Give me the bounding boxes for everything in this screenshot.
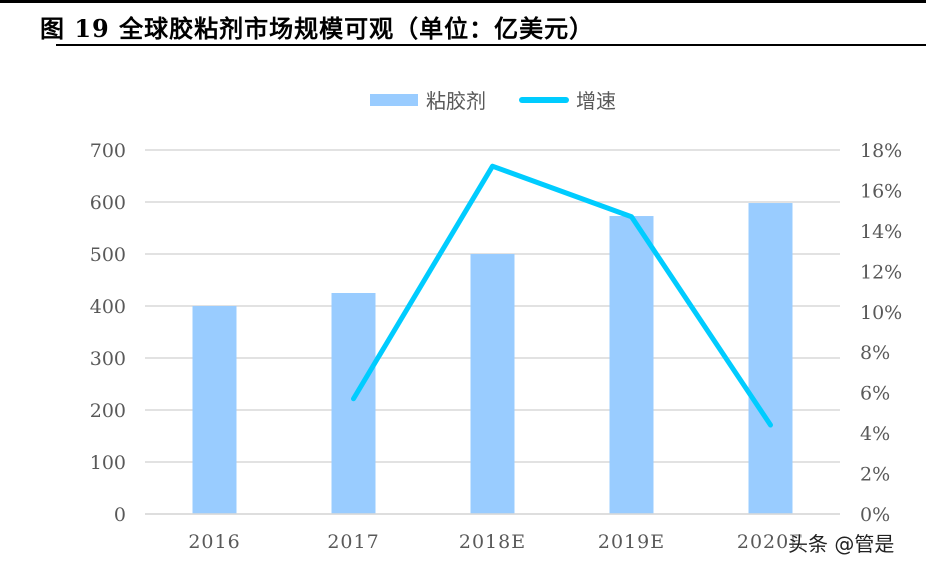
y-left-tick-label: 100 <box>90 452 126 474</box>
y-left-tick-label: 400 <box>90 296 126 318</box>
title-underline <box>56 44 926 46</box>
y-left-tick-label: 500 <box>90 244 126 266</box>
x-tick-label: 2017 <box>327 531 379 553</box>
bar <box>192 306 237 514</box>
legend-label-bar: 粘胶剂 <box>426 89 486 113</box>
growth-line <box>351 163 773 428</box>
bar <box>748 203 793 515</box>
y-right-tick-label: 14% <box>860 221 902 243</box>
y-right-tick-label: 0% <box>860 504 890 526</box>
top-rule <box>0 0 926 3</box>
y-right-tick-label: 2% <box>860 464 890 486</box>
y-right-tick-label: 10% <box>860 302 902 324</box>
watermark: 头条 @管是 <box>788 532 895 556</box>
x-tick-label: 2016 <box>188 531 240 553</box>
legend-label-line: 增速 <box>576 89 616 113</box>
y-right-tick-label: 12% <box>860 261 902 283</box>
y-right-tick-label: 16% <box>860 180 902 202</box>
y-left-tick-label: 700 <box>90 140 126 162</box>
bar <box>470 254 515 514</box>
y-left-tick-label: 300 <box>90 348 126 370</box>
bar <box>609 216 654 515</box>
y-right-tick-label: 4% <box>860 423 890 445</box>
y-right-tick-label: 8% <box>860 342 890 364</box>
y-right-tick-label: 6% <box>860 383 890 405</box>
y-left-tick-label: 0 <box>114 504 126 526</box>
y-right-tick-label: 18% <box>860 140 902 162</box>
figure-title: 图 19 全球胶粘剂市场规模可观（单位：亿美元） <box>40 14 595 43</box>
y-left-tick-label: 200 <box>90 400 126 422</box>
bar <box>331 293 376 514</box>
x-tick-label: 2019E <box>598 531 665 553</box>
legend-swatch-bar <box>370 94 418 106</box>
y-left-tick-label: 600 <box>90 192 126 214</box>
x-tick-label: 2018E <box>459 531 526 553</box>
x-tick-label: 2020E <box>737 531 804 553</box>
